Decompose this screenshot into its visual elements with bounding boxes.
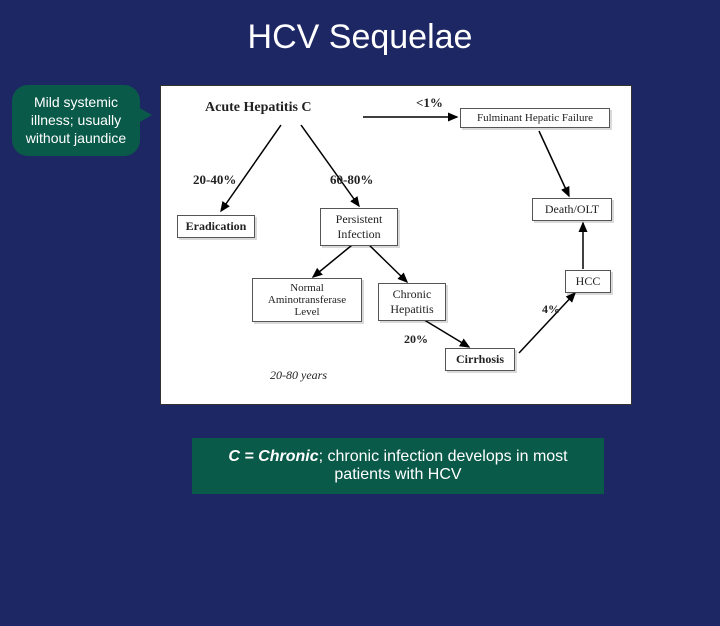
- node-persistent: Persistent Infection: [320, 208, 398, 246]
- node-normal: Normal Aminotransferase Level: [252, 278, 362, 322]
- callout-text: Mild systemic illness; usually without j…: [26, 94, 126, 146]
- label-2040: 20-40%: [193, 172, 236, 188]
- label-years: 20-80 years: [270, 368, 327, 383]
- label-20: 20%: [404, 332, 428, 347]
- slide-title: HCV Sequelae: [0, 18, 720, 57]
- footnote-box: C = Chronic; chronic infection develops …: [192, 438, 604, 494]
- node-root: Acute Hepatitis C: [205, 100, 312, 116]
- label-4: 4%: [542, 302, 560, 317]
- node-death: Death/OLT: [532, 198, 612, 221]
- node-eradication: Eradication: [177, 215, 255, 238]
- footnote-emphasis: C = Chronic: [228, 448, 318, 465]
- callout-pointer: [138, 107, 152, 123]
- label-lt1: <1%: [416, 95, 443, 111]
- node-fhf: Fulminant Hepatic Failure: [460, 108, 610, 128]
- node-hcc: HCC: [565, 270, 611, 293]
- label-6080: 60-80%: [330, 172, 373, 188]
- node-chronic: Chronic Hepatitis: [378, 283, 446, 321]
- arrows-layer: [161, 86, 720, 626]
- node-cirrhosis: Cirrhosis: [445, 348, 515, 371]
- footnote-rest: ; chronic infection develops in most pat…: [319, 448, 568, 483]
- callout-bubble: Mild systemic illness; usually without j…: [12, 85, 140, 156]
